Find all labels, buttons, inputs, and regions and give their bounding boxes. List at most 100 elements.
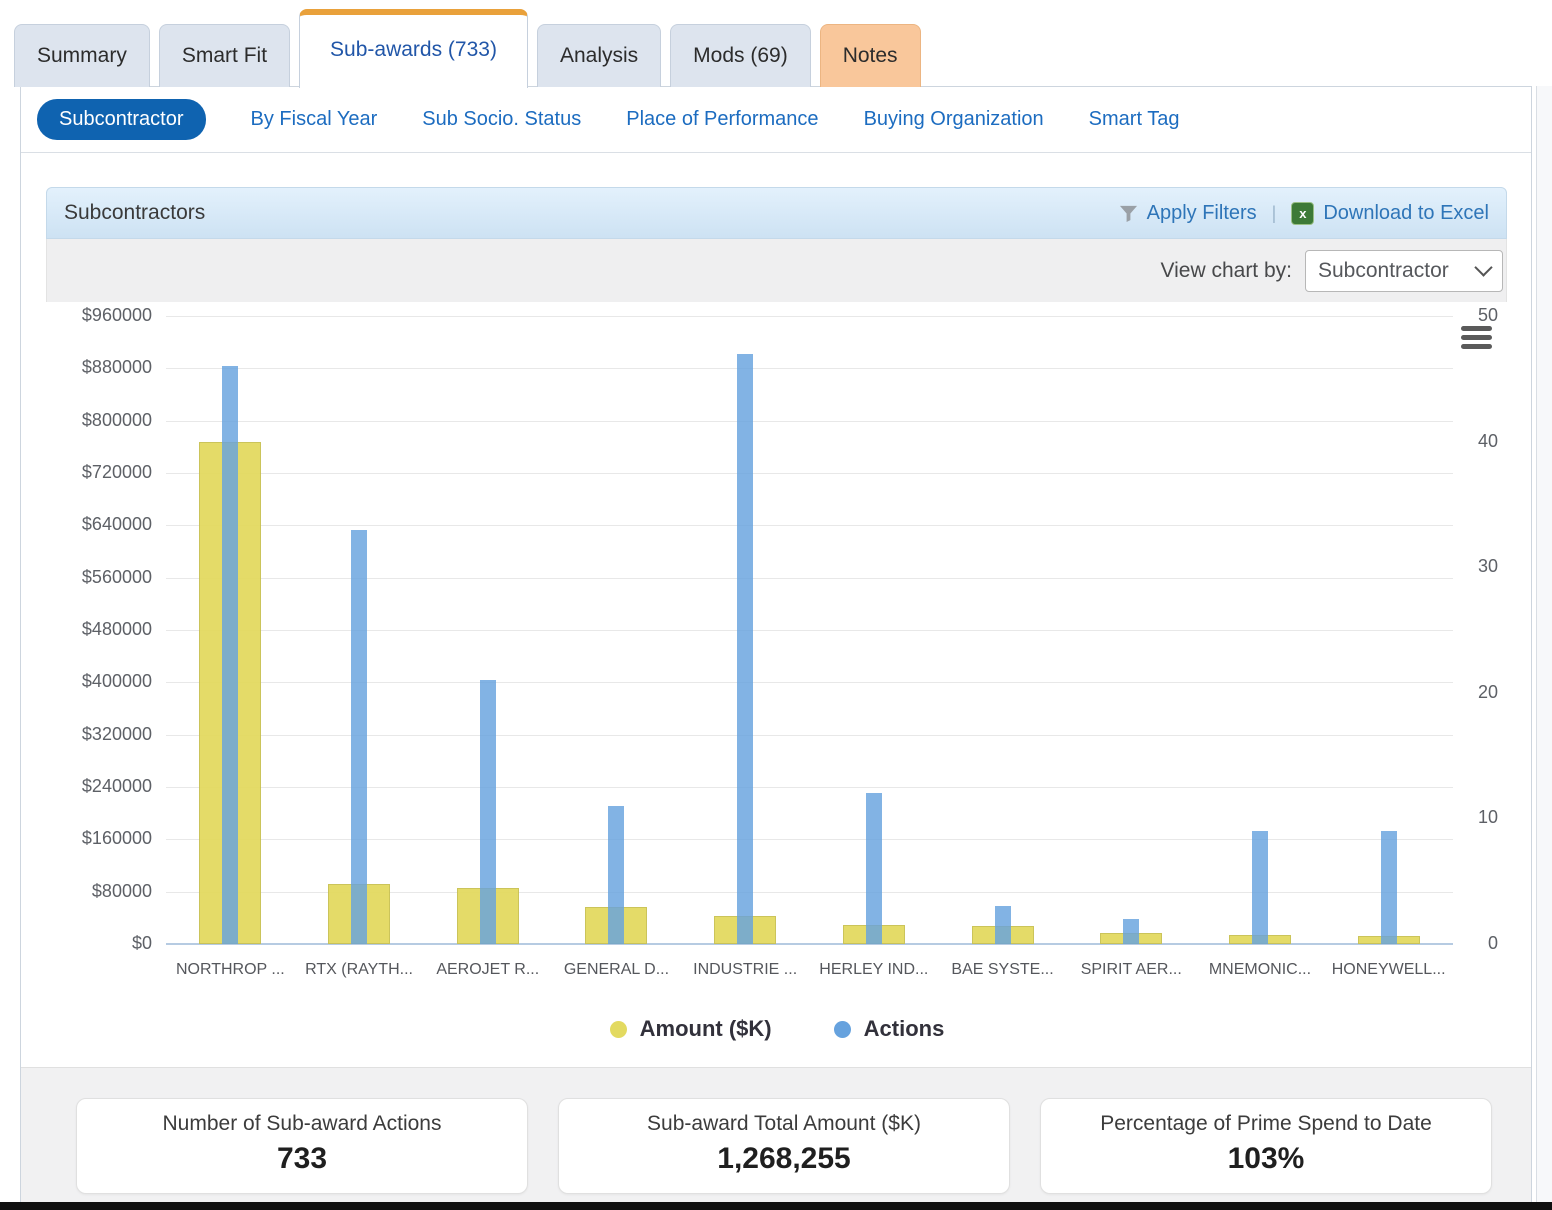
gridline (166, 787, 1453, 788)
legend-item[interactable]: Actions (833, 1016, 945, 1042)
gridline (166, 682, 1453, 684)
gridline (166, 734, 1453, 736)
tab-mods[interactable]: Mods (69) (670, 24, 811, 87)
gridline (166, 316, 1453, 317)
left-axis-tick-label: $640000 (81, 514, 152, 535)
download-to-excel-button[interactable]: x Download to Excel (1291, 201, 1489, 225)
chart-toolbar: View chart by: Subcontractor (46, 239, 1507, 302)
left-axis-tick-label: $560000 (81, 566, 152, 587)
category-label: MNEMONIC... (1208, 961, 1312, 978)
legend-dot (609, 1020, 627, 1038)
legend-dot (833, 1020, 851, 1038)
window-bottom-edge (0, 1202, 1552, 1210)
right-axis-tick-label: 50 (1477, 305, 1498, 325)
gridline (166, 368, 1453, 370)
card-value: 1,268,255 (717, 1142, 851, 1175)
subnav-item-by-fiscal-year[interactable]: By Fiscal Year (250, 108, 378, 130)
actions-bar[interactable] (479, 680, 496, 944)
subnav-item-smart-tag[interactable]: Smart Tag (1088, 108, 1180, 130)
page-scrollbar[interactable] (1536, 86, 1552, 1202)
right-axis-tick-label: 20 (1477, 681, 1498, 702)
gridline (166, 420, 1453, 422)
gridline (166, 839, 1453, 841)
right-axis-tick-label: 10 (1477, 807, 1498, 828)
left-axis-tick-label: $80000 (91, 880, 152, 901)
category-label: BAE SYSTE... (951, 961, 1054, 978)
left-axis-tick-label: $960000 (81, 305, 152, 325)
legend-item[interactable]: Amount ($K) (609, 1016, 772, 1042)
sub-awards-panel: Subcontractor By Fiscal Year Sub Socio. … (20, 86, 1532, 1202)
left-axis-tick-label: $800000 (81, 409, 152, 430)
left-axis-tick-label: $160000 (81, 828, 152, 849)
actions-bar[interactable] (351, 529, 368, 944)
category-label: RTX (RAYTH... (305, 961, 413, 978)
sub-awards-subnav: Subcontractor By Fiscal Year Sub Socio. … (21, 87, 1531, 153)
subcontractors-header: Subcontractors Apply Filters | x Downloa… (46, 187, 1507, 239)
chart-legend: Amount ($K) Actions (46, 1016, 1508, 1042)
left-axis-tick-label: $400000 (81, 671, 152, 692)
actions-bar[interactable] (608, 805, 625, 944)
category-label: GENERAL D... (563, 961, 670, 978)
gridline (166, 473, 1453, 474)
actions-bar[interactable] (222, 366, 239, 944)
filter-icon (1119, 205, 1137, 222)
category-label: INDUSTRIE ... (693, 961, 798, 978)
right-axis-tick-label: 0 (1487, 933, 1498, 953)
card-value: 103% (1227, 1142, 1305, 1175)
card-value: 733 (276, 1142, 328, 1175)
category-label: HERLEY IND... (819, 961, 929, 978)
view-chart-by-value: Subcontractor (1318, 258, 1449, 282)
view-chart-by-label: View chart by: (1160, 258, 1292, 282)
legend-label: Amount ($K) (639, 1016, 772, 1041)
subcontractors-card: Subcontractors Apply Filters | x Downloa… (46, 187, 1507, 1068)
actions-separator: | (1271, 202, 1277, 223)
card-title: Sub-award Total Amount ($K) (647, 1112, 921, 1135)
view-chart-by-select[interactable]: Subcontractor (1305, 249, 1503, 292)
category-label: SPIRIT AER... (1080, 961, 1182, 978)
subnav-item-subcontractor[interactable]: Subcontractor (37, 99, 206, 140)
subnav-item-buying-organization[interactable]: Buying Organization (863, 108, 1044, 130)
legend-label: Actions (863, 1016, 945, 1041)
apply-filters-button[interactable]: Apply Filters (1119, 202, 1257, 225)
subnav-item-place-of-performance[interactable]: Place of Performance (626, 108, 819, 130)
apply-filters-label: Apply Filters (1146, 201, 1257, 224)
download-to-excel-label: Download to Excel (1323, 201, 1489, 224)
actions-bar[interactable] (1251, 830, 1268, 944)
chart-menu-icon[interactable] (1461, 326, 1492, 353)
gridline (166, 891, 1453, 893)
subnav-item-sub-socio-status[interactable]: Sub Socio. Status (422, 108, 582, 130)
category-label: HONEYWELL... (1331, 961, 1446, 978)
x-axis-line (166, 943, 1453, 945)
left-axis-tick-label: $720000 (81, 462, 152, 482)
gridline (166, 630, 1453, 631)
tab-analysis[interactable]: Analysis (536, 24, 662, 87)
card-title: Number of Sub-award Actions (162, 1112, 442, 1135)
left-axis-tick-label: $240000 (81, 776, 152, 796)
actions-bar[interactable] (865, 793, 882, 944)
tab-notes[interactable]: Notes (819, 24, 921, 87)
summary-cards: Number of Sub-award Actions 733 Sub-awar… (21, 1067, 1531, 1202)
left-axis-tick-label: $0 (131, 933, 152, 953)
actions-bar[interactable] (994, 906, 1011, 944)
tab-smart-fit[interactable]: Smart Fit (158, 24, 291, 87)
left-axis-tick-label: $320000 (81, 723, 152, 744)
chevron-down-icon (1474, 258, 1493, 277)
subcontractors-chart: $0 $80000 $160000 $240000 $320000 $400000 $480… (46, 302, 1507, 1068)
tab-summary[interactable]: Summary (14, 24, 150, 87)
left-axis-tick-label: $480000 (81, 619, 152, 639)
tab-sub-awards[interactable]: Sub-awards (733) (299, 9, 528, 88)
card-title: Percentage of Prime Spend to Date (1100, 1112, 1432, 1135)
category-label: AEROJET R... (436, 961, 540, 978)
actions-bar[interactable] (1380, 830, 1397, 944)
actions-bar[interactable] (1123, 918, 1140, 944)
card-sub-award-total-amount: Sub-award Total Amount ($K) 1,268,255 (558, 1098, 1010, 1194)
gridline (166, 577, 1453, 579)
tab-bar: Summary Smart Fit Sub-awards (733) Analy… (14, 0, 921, 88)
card-sub-award-actions: Number of Sub-award Actions 733 (76, 1098, 528, 1194)
category-label: NORTHROP ... (175, 961, 285, 978)
actions-bar[interactable] (737, 353, 754, 944)
panel-title: Subcontractors (64, 201, 206, 224)
left-axis-tick-label: $880000 (81, 357, 152, 378)
right-axis-tick-label: 30 (1477, 556, 1498, 577)
right-axis-tick-label: 40 (1477, 430, 1498, 451)
